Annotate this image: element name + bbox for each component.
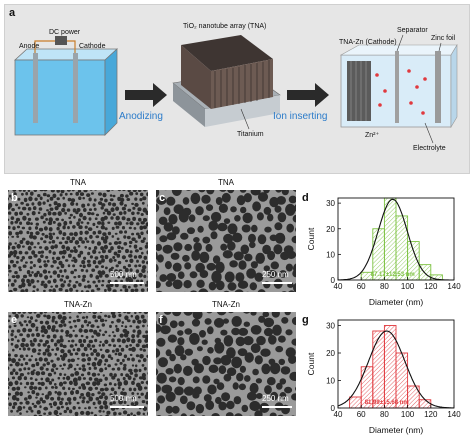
y-tick-label: 20 bbox=[326, 225, 335, 234]
panel-c-title: TNA bbox=[218, 178, 234, 187]
sem-image-tna-high-mag bbox=[156, 190, 296, 292]
panel-e-title: TNA-Zn bbox=[64, 300, 92, 309]
y-tick-label: 0 bbox=[331, 276, 336, 285]
sem-image-tna-low-mag bbox=[8, 190, 148, 292]
panel-b-title: TNA bbox=[70, 178, 86, 187]
x-axis-label: Diameter (nm) bbox=[369, 297, 423, 307]
panel-label-d: d bbox=[302, 192, 309, 204]
pore-texture bbox=[8, 190, 148, 292]
panel-label-f: f bbox=[159, 314, 163, 326]
arrow-ion-inserting bbox=[287, 83, 329, 107]
panel-label-a: a bbox=[9, 7, 16, 19]
y-tick-label: 10 bbox=[326, 377, 335, 386]
scale-bar-c bbox=[262, 282, 292, 284]
y-tick-label: 30 bbox=[326, 199, 335, 208]
histogram-bar bbox=[372, 330, 385, 409]
tna-block bbox=[172, 35, 281, 127]
anodizing-label: Anodizing bbox=[119, 111, 163, 122]
gaussian-fit-line bbox=[337, 330, 454, 409]
ion-inserting-label: Ion inserting bbox=[273, 111, 328, 122]
x-tick-label: 140 bbox=[447, 282, 461, 291]
zinc-foil-label: Zinc foil bbox=[431, 35, 456, 42]
x-tick-label: 120 bbox=[424, 410, 438, 419]
scale-label-e: 500 nm bbox=[110, 394, 137, 403]
schematic-drawing bbox=[13, 34, 458, 144]
pore-texture bbox=[8, 312, 148, 416]
zn-ion-label: Zn²⁺ bbox=[365, 132, 380, 139]
x-tick-label: 140 bbox=[447, 410, 461, 419]
x-tick-label: 120 bbox=[424, 282, 438, 291]
pore-texture bbox=[156, 190, 296, 292]
histogram-bar bbox=[418, 399, 432, 409]
histogram-bar bbox=[383, 197, 397, 281]
cathode-label: Cathode bbox=[79, 43, 106, 50]
y-tick-label: 0 bbox=[331, 404, 336, 413]
panel-label-e: e bbox=[11, 314, 18, 326]
tna-zn-cathode-label: TNA-Zn (Cathode) bbox=[339, 39, 397, 46]
panel-label-g: g bbox=[302, 314, 309, 326]
panel-label-c: c bbox=[159, 192, 166, 204]
y-axis-label: Count bbox=[306, 352, 316, 375]
pore-texture bbox=[156, 312, 296, 416]
plot-frame bbox=[337, 319, 455, 409]
battery-cell bbox=[339, 43, 458, 129]
x-axis-label: Diameter (nm) bbox=[369, 425, 423, 435]
scale-bar-b bbox=[110, 282, 144, 284]
x-tick-label: 60 bbox=[357, 282, 366, 291]
gaussian-fit-line bbox=[338, 198, 454, 281]
scale-label-f: 250 nm bbox=[262, 394, 289, 403]
mean-diameter-annotation: 87.17±12.53 nm bbox=[371, 272, 415, 278]
electrolyte-label: Electrolyte bbox=[413, 145, 446, 152]
panel-label-b: b bbox=[11, 192, 18, 204]
titanium-label: Titanium bbox=[237, 131, 264, 138]
y-tick-label: 30 bbox=[326, 322, 335, 331]
x-tick-label: 100 bbox=[401, 282, 415, 291]
x-tick-label: 40 bbox=[334, 410, 343, 419]
histogram-g: 40 60 80 100 120 140 0 10 20 30 Diameter (nm) Count… bbox=[306, 319, 461, 435]
histogram-d: 40 60 80 100 120 140 0 10 20 30 Diameter (nm) Count… bbox=[306, 197, 461, 307]
scale-bar-e bbox=[110, 406, 144, 408]
tna-array-label: TiO₂ nanotube array (TNA) bbox=[183, 23, 267, 30]
anodizing-tank bbox=[13, 36, 119, 136]
panel-f-title: TNA-Zn bbox=[212, 300, 240, 309]
anode-label: Anode bbox=[19, 43, 40, 50]
y-tick-label: 10 bbox=[326, 250, 335, 259]
scale-label-c: 250 nm bbox=[262, 270, 289, 279]
separator-label: Separator bbox=[397, 27, 428, 34]
y-axis-label: Count bbox=[306, 227, 316, 250]
x-tick-label: 80 bbox=[380, 282, 389, 291]
x-tick-label: 40 bbox=[334, 282, 343, 291]
x-tick-label: 80 bbox=[380, 410, 389, 419]
plot-frame bbox=[337, 197, 455, 281]
schematic-panel: a bbox=[4, 4, 470, 174]
y-tick-label: 20 bbox=[326, 349, 335, 358]
sem-image-tna-zn-low-mag bbox=[8, 312, 148, 416]
histogram-bar bbox=[349, 396, 362, 409]
dc-power-label: DC power bbox=[49, 29, 81, 36]
x-tick-label: 60 bbox=[357, 410, 366, 419]
sem-image-tna-zn-high-mag bbox=[156, 312, 296, 416]
scale-bar-f bbox=[262, 406, 292, 408]
scale-label-b: 500 nm bbox=[110, 270, 137, 279]
x-tick-label: 100 bbox=[401, 410, 415, 419]
arrow-anodizing bbox=[125, 83, 167, 107]
mean-diameter-annotation: 81.99±15.68 nm bbox=[365, 400, 409, 406]
